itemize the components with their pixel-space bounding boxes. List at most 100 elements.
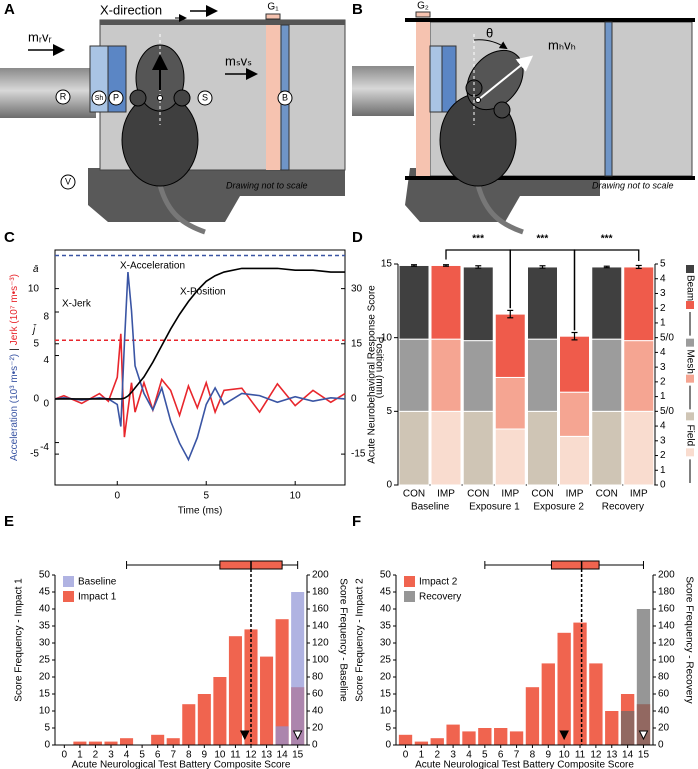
- x-tick-label: CON: [403, 489, 425, 500]
- bar: [275, 726, 289, 745]
- bar-segment: [430, 338, 462, 412]
- y2-tick-label: 180: [312, 587, 329, 598]
- bar: [151, 734, 165, 745]
- x-tick-label: 5: [482, 750, 488, 761]
- y2-tick-label: 2: [660, 303, 666, 314]
- part-marker: [55, 89, 71, 105]
- part-marker: [197, 90, 213, 106]
- legend-swatch: [63, 576, 74, 587]
- x-tick-label: IMP: [566, 489, 584, 500]
- rat-ear: [493, 101, 511, 119]
- y2-tick-label: 60: [312, 689, 324, 700]
- rat-tail: [157, 184, 206, 235]
- bar: [228, 636, 242, 745]
- y-axis-title: Score Frequency - Impact 2: [355, 578, 366, 702]
- x-tick-label: 6: [155, 750, 161, 761]
- x-tick-label: IMP: [501, 489, 519, 500]
- bar: [557, 632, 571, 745]
- x-tick-label: 13: [261, 750, 273, 761]
- significance-label: ***: [601, 234, 613, 245]
- panel-label: C: [4, 229, 15, 246]
- bar: [291, 592, 305, 745]
- y-tick-label: 5: [385, 723, 391, 734]
- significance-label: ***: [537, 234, 549, 245]
- y-tick-label: 0: [386, 480, 392, 491]
- legend-label: Impact 1: [78, 592, 117, 603]
- bar: [104, 741, 118, 745]
- bar-segment: [591, 338, 623, 412]
- y-tick-label: 5: [386, 406, 392, 417]
- x-tick-label: 10: [214, 750, 226, 761]
- legend-swatch: [404, 576, 415, 587]
- bar-segment: [591, 410, 623, 486]
- y2-axis-title: Score Frequency - Recovery: [683, 576, 694, 703]
- bar-segment: [623, 410, 655, 486]
- bar: [494, 728, 508, 745]
- x-tick-label: 3: [108, 750, 114, 761]
- y-tick-label: -4: [40, 442, 49, 453]
- series-line: [55, 267, 345, 400]
- bar: [509, 731, 524, 745]
- y-tick-label: 45: [39, 587, 51, 598]
- x-tick-label: CON: [467, 489, 489, 500]
- y-tick-label: 0: [33, 394, 39, 405]
- x-tick-label: 4: [124, 750, 130, 761]
- legend-swatch: [686, 448, 694, 457]
- legend-label: Mesh: [684, 349, 695, 373]
- x-tick-label: CON: [596, 489, 618, 500]
- bar-segment: [559, 391, 590, 437]
- bar-segment: [623, 340, 655, 412]
- rat-ear: [129, 89, 147, 107]
- legend-label: Field: [684, 424, 695, 446]
- y2-tick-label: 140: [658, 621, 675, 632]
- x-tick-label: 14: [277, 750, 289, 761]
- x-tick-label: 8: [186, 750, 192, 761]
- y-tick-label: 25: [39, 655, 51, 666]
- x-tick-label: 7: [514, 750, 520, 761]
- y2-tick-label: 1: [660, 391, 666, 402]
- panel-label: F: [352, 513, 361, 530]
- momentum-label: mₕvₕ: [548, 37, 576, 52]
- y2-tick-label: 2: [660, 377, 666, 388]
- x-tick-label: 6: [498, 750, 504, 761]
- x-axis-title: Acute Neurological Test Battery Composit…: [72, 760, 291, 769]
- part-label: R: [60, 91, 67, 101]
- y2-tick-label: 40: [658, 706, 670, 717]
- bar: [398, 734, 413, 745]
- bar: [244, 629, 258, 745]
- x-tick-label: 9: [202, 750, 208, 761]
- x-tick-label: IMP: [630, 489, 648, 500]
- y-tick-label: 10: [380, 706, 392, 717]
- panel-label: B: [352, 1, 363, 18]
- error-bar: [603, 265, 610, 269]
- bar-segment: [527, 338, 558, 412]
- bar: [182, 704, 196, 745]
- head-arrow: [477, 55, 534, 101]
- momentum-label: mᵣvᵣ: [28, 29, 52, 44]
- y2-tick-label: 200: [312, 570, 329, 581]
- bar-segment: [494, 428, 526, 486]
- bar-segment: [462, 266, 494, 342]
- series-line: [54, 271, 346, 462]
- y-tick-label: 20: [39, 672, 51, 683]
- x-tick-label: IMP: [437, 489, 455, 500]
- y2-tick-label: 20: [312, 723, 324, 734]
- x-tick-label: 12: [245, 750, 257, 761]
- x-axis-title: Acute Neurological Test Battery Composit…: [415, 760, 634, 769]
- x-tick-label: 2: [434, 750, 440, 761]
- x-tick-label: 2: [93, 750, 99, 761]
- group-label: Exposure 1: [469, 502, 520, 513]
- legend-label: Recovery: [419, 592, 461, 603]
- y2-tick-label: 5: [660, 259, 666, 270]
- bar: [73, 741, 87, 745]
- bar-segment: [527, 266, 558, 340]
- legend-label: Baseline: [78, 577, 117, 588]
- y2-tick-label: 80: [312, 672, 324, 683]
- y2-tick-label: 1: [660, 465, 666, 476]
- angle-label: θ: [486, 25, 493, 40]
- y2-tick-label: 30: [351, 283, 363, 294]
- x-tick-label: 12: [590, 750, 602, 761]
- x-tick-label: 5: [139, 750, 145, 761]
- y2-tick-label: 0: [312, 740, 318, 751]
- bar: [589, 663, 603, 745]
